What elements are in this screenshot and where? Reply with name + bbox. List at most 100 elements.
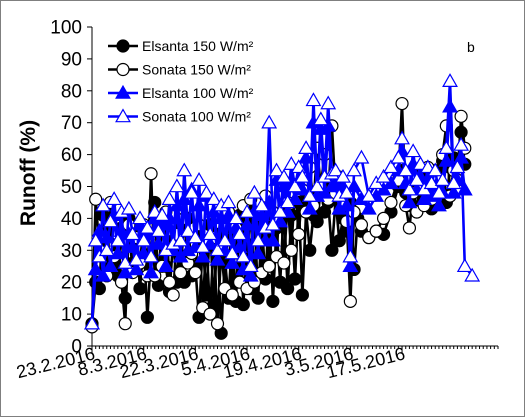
y-axis-label: Runoff (%)	[17, 120, 40, 226]
data-point	[144, 167, 158, 181]
data-point	[253, 197, 270, 212]
data-point	[210, 317, 225, 331]
data-point	[124, 226, 141, 241]
data-point	[194, 239, 211, 253]
data-point	[264, 232, 281, 247]
y-tick-label: 40	[61, 209, 82, 230]
data-point	[173, 266, 188, 280]
data-point	[116, 62, 130, 77]
data-point	[292, 227, 306, 241]
series-layer	[84, 73, 481, 340]
data-point	[338, 184, 355, 199]
data-point	[376, 211, 391, 225]
data-point	[235, 248, 252, 263]
data-point	[250, 245, 267, 260]
y-tick-label: 30	[61, 241, 82, 262]
data-point	[309, 178, 326, 193]
data-point	[118, 317, 132, 331]
data-point	[301, 200, 318, 215]
data-point	[168, 178, 185, 193]
data-point	[438, 152, 455, 167]
data-point	[268, 162, 285, 177]
data-point	[397, 162, 414, 177]
data-point	[191, 197, 207, 212]
data-point	[431, 197, 447, 212]
data-point	[394, 130, 410, 145]
data-point	[261, 114, 278, 129]
data-point	[449, 159, 466, 174]
data-point	[262, 259, 276, 273]
data-point	[305, 92, 322, 107]
data-point	[369, 224, 383, 238]
data-point	[346, 162, 362, 177]
y-tick-label: 10	[61, 305, 82, 326]
data-point	[209, 251, 226, 266]
data-point	[194, 248, 211, 263]
data-point	[395, 96, 409, 111]
data-point	[445, 175, 462, 190]
data-point	[277, 256, 291, 270]
data-point	[453, 136, 470, 151]
data-point	[464, 267, 481, 282]
data-point	[198, 184, 215, 199]
legend-entry: Sonata 100 W/m²	[108, 108, 251, 125]
data-point	[135, 232, 152, 247]
data-point	[303, 243, 317, 257]
data-point	[239, 203, 255, 218]
data-point	[251, 291, 265, 305]
data-point	[375, 168, 392, 183]
data-point	[106, 191, 123, 206]
legend: Elsanta 150 W/m² Sonata 150 W/m² Elsanta 1…	[108, 38, 254, 125]
legend-label: Elsanta 100 W/m²	[142, 85, 254, 101]
data-point	[353, 149, 370, 164]
y-tick-label: 60	[61, 145, 82, 166]
data-point	[202, 226, 219, 241]
data-point	[454, 109, 468, 123]
data-point	[89, 192, 103, 206]
data-point	[225, 288, 239, 302]
data-point	[209, 242, 226, 257]
data-point	[408, 172, 425, 186]
data-point	[383, 159, 399, 174]
data-point	[116, 39, 130, 53]
data-point	[343, 294, 357, 308]
data-point	[320, 95, 337, 110]
data-point	[102, 213, 119, 228]
data-point	[390, 149, 407, 164]
data-point	[205, 191, 222, 206]
data-point	[264, 216, 281, 231]
y-tick-label: 50	[61, 177, 82, 198]
data-point	[360, 187, 377, 202]
data-point	[150, 223, 167, 237]
data-point	[95, 267, 112, 282]
data-point	[342, 258, 359, 273]
data-point	[456, 258, 473, 273]
legend-entry: Elsanta 150 W/m²	[108, 38, 254, 54]
data-point	[250, 232, 267, 247]
data-point	[288, 272, 302, 286]
data-point	[401, 194, 418, 209]
data-point	[143, 264, 159, 279]
data-point	[143, 248, 159, 263]
data-point	[246, 184, 263, 199]
data-point	[150, 235, 167, 250]
legend-label: Sonata 150 W/m²	[142, 62, 251, 78]
data-point	[405, 143, 422, 158]
data-point	[220, 194, 237, 209]
data-point	[166, 288, 180, 302]
data-point	[162, 275, 177, 289]
data-point	[98, 242, 115, 257]
legend-label: Elsanta 150 W/m²	[142, 38, 254, 54]
y-tick-label: 90	[61, 49, 82, 70]
data-point	[180, 223, 196, 237]
data-point	[342, 248, 359, 263]
y-tick-label: 80	[61, 81, 82, 102]
data-point	[401, 181, 418, 196]
data-point	[140, 310, 154, 324]
data-point	[442, 73, 458, 88]
data-point	[294, 168, 311, 183]
y-tick-label: 100	[50, 18, 82, 39]
data-point	[431, 184, 447, 199]
